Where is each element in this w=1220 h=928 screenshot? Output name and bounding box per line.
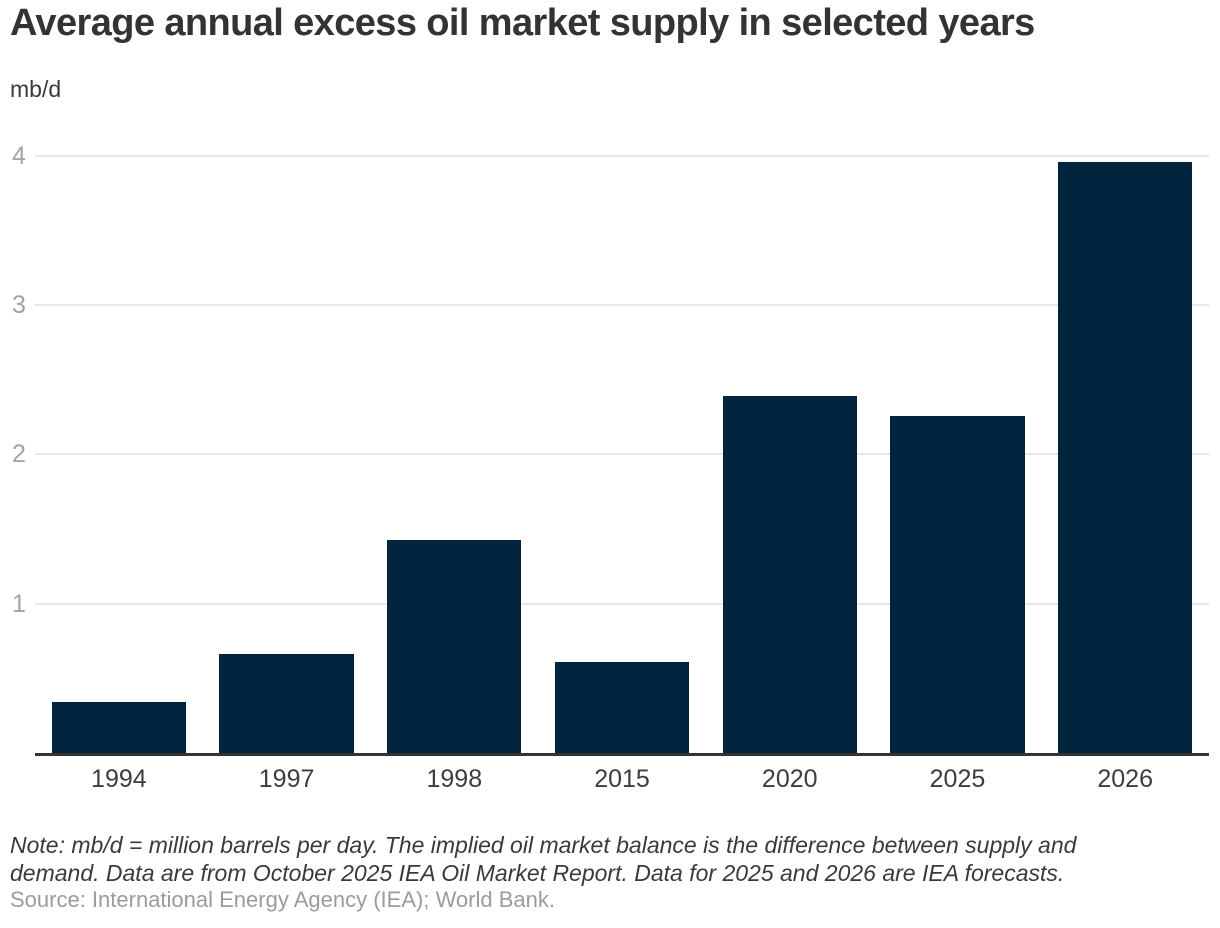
x-tick-label-2020: 2020 (761, 765, 818, 793)
y-tick-label-1: 1 (12, 589, 26, 618)
bar-1998 (387, 539, 522, 753)
bar-2020 (722, 396, 857, 753)
bar-2025 (890, 415, 1025, 753)
bar-slot-1998 (370, 126, 538, 753)
bar-1997 (219, 654, 354, 753)
chart-note-line: Note: mb/d = million barrels per day. Th… (10, 832, 1077, 858)
page-title: Average annual excess oil market supply … (10, 2, 1035, 44)
bar-chart: 1 2 3 4 1994 1997 1998 2015 2020 2025 2026 (0, 126, 1220, 816)
bar-2015 (554, 661, 690, 753)
bar-1994 (51, 702, 186, 753)
y-axis-unit-label: mb/d (10, 76, 62, 102)
plot-area (35, 126, 1209, 753)
bar-2026 (1058, 161, 1193, 753)
x-tick-label-1998: 1998 (426, 765, 483, 793)
x-tick-label-2025: 2025 (929, 765, 986, 793)
y-tick-label-2: 2 (12, 440, 26, 469)
x-tick-label-2026: 2026 (1097, 765, 1153, 793)
bar-slot-2015 (538, 126, 706, 753)
bar-slot-2025 (874, 126, 1042, 753)
bar-slot-2020 (706, 126, 874, 753)
gridline-y-2 (35, 453, 1209, 456)
gridline-y-3 (35, 304, 1209, 307)
bar-slot-2026 (1041, 126, 1209, 753)
bar-slot-1997 (203, 126, 371, 753)
chart-note: Note: mb/d = million barrels per day. Th… (10, 831, 1195, 887)
bars-container (35, 126, 1209, 753)
x-tick-label-1994: 1994 (91, 765, 147, 793)
gridline-y-1 (35, 602, 1209, 605)
x-tick-label-1997: 1997 (258, 765, 315, 793)
y-tick-label-3: 3 (12, 291, 26, 320)
x-axis-tick-labels: 1994 1997 1998 2015 2020 2025 2026 (35, 765, 1209, 794)
chart-note-line: demand. Data are from October 2025 IEA O… (10, 860, 1065, 886)
y-tick-label-4: 4 (12, 141, 26, 170)
gridline-y-4 (35, 154, 1209, 157)
bar-slot-1994 (35, 126, 203, 753)
x-tick-label-2015: 2015 (594, 765, 650, 793)
x-axis-line (35, 753, 1209, 756)
chart-source: Source: International Energy Agency (IEA… (10, 887, 555, 912)
